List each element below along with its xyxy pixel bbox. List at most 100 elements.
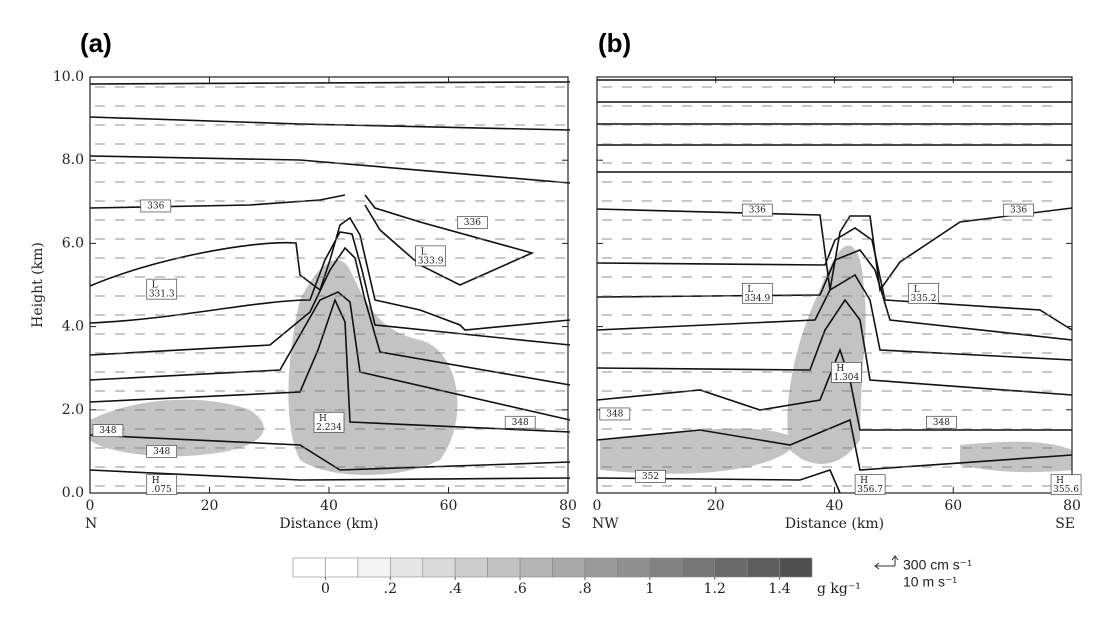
contour-label: 333.9 xyxy=(418,256,444,266)
contour-marker: H xyxy=(836,364,844,374)
contour-label-box xyxy=(146,278,178,300)
colorbar-box xyxy=(422,557,456,578)
colorbar-tick-label: 1 xyxy=(645,581,654,597)
y-tick-label: 4.0 xyxy=(62,319,84,335)
colorbar-tick-label: 0 xyxy=(321,581,330,597)
x-axis-title: Distance (km) xyxy=(279,516,378,532)
x-tick-label: 60 xyxy=(944,498,962,514)
colorbar-tick-label: 1.2 xyxy=(704,581,726,597)
contour-label: 336 xyxy=(1010,206,1027,216)
x-tick-label: 20 xyxy=(707,498,725,514)
colorbar-tick-label: .4 xyxy=(449,581,462,597)
colorbar-box xyxy=(779,557,813,578)
contour-label: 336 xyxy=(464,218,481,228)
contour-label-box xyxy=(146,474,178,496)
reference-arrow xyxy=(874,555,899,570)
contour-marker: H xyxy=(319,414,327,424)
contour-marker: L xyxy=(421,247,427,257)
contour-label: 2.234 xyxy=(316,423,342,433)
contour-label-box xyxy=(415,245,446,267)
contour-label-box xyxy=(635,470,666,483)
contour-label: 336 xyxy=(147,201,164,211)
contour-label-box xyxy=(313,411,345,433)
panel-label: (a) xyxy=(80,28,112,58)
contour-label: 331.3 xyxy=(149,290,175,300)
contour-label-box xyxy=(1003,203,1034,217)
contour-label: 355.6 xyxy=(1053,485,1079,495)
y-tick-label: 8.0 xyxy=(62,152,84,168)
colorbar-box xyxy=(746,557,780,578)
panel-label: (b) xyxy=(598,28,631,58)
wind-reference: 10 m s⁻¹ xyxy=(903,574,957,590)
x-tick-label: 0 xyxy=(593,498,602,514)
y-tick-label: 0.0 xyxy=(62,485,84,501)
contour-label: 335.2 xyxy=(911,294,937,304)
colorbar-box xyxy=(584,557,618,578)
colorbar-box xyxy=(519,557,553,578)
wind-reference: 300 cm s⁻¹ xyxy=(903,557,972,573)
contour-label: 348 xyxy=(933,418,950,428)
contour-label-box xyxy=(599,407,631,421)
colorbar-tick-label: .6 xyxy=(513,581,526,597)
contour-label: 348 xyxy=(606,409,623,419)
contour-marker: L xyxy=(747,285,753,295)
direction-label: N xyxy=(85,516,97,532)
x-tick-label: 80 xyxy=(1063,498,1081,514)
direction-label: S xyxy=(561,516,571,532)
contour-label-box xyxy=(146,445,178,458)
colorbar-unit: g kg⁻¹ xyxy=(817,581,861,597)
contour-marker: H xyxy=(152,476,160,486)
contour-label-box xyxy=(854,474,886,496)
y-axis-title: Height (km) xyxy=(30,242,46,328)
colorbar-box xyxy=(552,557,586,578)
colorbar-box xyxy=(681,557,715,578)
colorbar-box xyxy=(390,557,424,578)
x-tick-label: 20 xyxy=(201,498,219,514)
contour-label: 334.9 xyxy=(744,294,770,304)
contour-label-box xyxy=(457,216,488,229)
shading xyxy=(90,245,1072,475)
contour-label: 348 xyxy=(153,447,170,457)
contour-label: 1.304 xyxy=(833,373,859,383)
x-tick-label: 40 xyxy=(826,498,844,514)
colorbar-box xyxy=(487,557,521,578)
y-tick-label: 10.0 xyxy=(53,69,84,85)
contour-label: 356.7 xyxy=(857,485,883,495)
x-tick-label: 60 xyxy=(440,498,458,514)
colorbar-tick-label: .2 xyxy=(384,581,397,597)
colorbar-tick-label: 1.4 xyxy=(768,581,790,597)
contour-label-box xyxy=(1050,474,1082,496)
contour-label: 352 xyxy=(642,472,659,482)
contour-marker: H xyxy=(860,476,868,486)
direction-label: SE xyxy=(1055,516,1075,532)
contour-label: .075 xyxy=(152,485,172,495)
colorbar-box xyxy=(714,557,748,578)
contour-label-box xyxy=(831,362,862,383)
contour-label: 336 xyxy=(749,206,766,216)
colorbar-box xyxy=(357,557,391,578)
contour-label-box xyxy=(741,203,773,217)
contour-marker: H xyxy=(1056,476,1064,486)
direction-label: NW xyxy=(592,516,619,532)
colorbar-box xyxy=(617,557,651,578)
contour-label-box xyxy=(908,282,939,304)
colorbar-box xyxy=(454,557,488,578)
colorbar-box xyxy=(292,557,326,578)
x-axis-title: Distance (km) xyxy=(785,516,884,532)
colorbar-tick-label: .8 xyxy=(578,581,591,597)
x-tick-label: 80 xyxy=(559,498,577,514)
y-tick-label: 2.0 xyxy=(62,402,84,418)
contour-marker: L xyxy=(152,281,158,291)
contour-label-box xyxy=(504,415,536,429)
contour-label-box xyxy=(741,282,773,304)
contour-label: 348 xyxy=(99,426,116,436)
contour-marker: L xyxy=(914,285,920,295)
colorbar-box xyxy=(649,557,683,578)
contour-label-box xyxy=(140,199,172,213)
colorbar-box xyxy=(325,557,359,578)
contour-label-box xyxy=(926,415,957,429)
y-tick-label: 6.0 xyxy=(62,235,84,251)
x-tick-label: 0 xyxy=(86,498,95,514)
x-tick-label: 40 xyxy=(320,498,338,514)
